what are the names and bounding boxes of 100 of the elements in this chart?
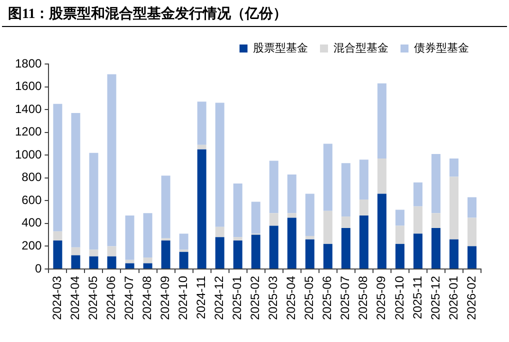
x-tick-label: 2024-03 — [50, 276, 64, 320]
x-tick-label: 2026-01 — [446, 276, 460, 320]
bar — [269, 160, 278, 214]
bar — [287, 213, 296, 218]
bar — [53, 240, 62, 268]
y-tick-label: 1400 — [14, 102, 42, 116]
y-tick-label: 600 — [22, 192, 42, 207]
bar — [197, 144, 206, 150]
bar — [107, 74, 116, 246]
x-tick-label: 2024-06 — [104, 276, 118, 320]
bar — [89, 250, 98, 256]
bar — [395, 210, 404, 226]
bar — [377, 194, 386, 268]
bar — [143, 263, 152, 268]
x-tick-label: 2025-12 — [428, 276, 442, 320]
x-tick-label: 2025-08 — [356, 276, 370, 320]
bar — [287, 174, 296, 214]
bar — [251, 234, 260, 268]
bar — [431, 228, 440, 268]
legend-label: 债券型基金 — [414, 41, 469, 54]
bar — [377, 158, 386, 194]
bar — [179, 234, 188, 250]
bar — [269, 226, 278, 268]
bar — [71, 112, 80, 248]
bar — [89, 152, 98, 250]
bar — [269, 213, 278, 226]
bar — [53, 231, 62, 240]
y-tick-label: 1600 — [14, 79, 42, 94]
bar — [53, 104, 62, 232]
bar — [215, 102, 224, 227]
bar — [359, 215, 368, 268]
bar — [287, 218, 296, 268]
y-tick-label: 200 — [22, 238, 42, 252]
x-tick-label: 2024-07 — [122, 276, 136, 320]
bar — [413, 182, 422, 206]
x-tick-label: 2025-05 — [302, 276, 316, 320]
bar — [341, 216, 350, 228]
chart-title: 图11：股票型和混合型基金发行情况（亿份） — [2, 0, 507, 27]
bar — [359, 200, 368, 216]
legend-label: 混合型基金 — [334, 41, 388, 54]
y-tick-label: 800 — [22, 170, 42, 184]
y-tick-label: 400 — [22, 216, 42, 230]
bar — [467, 246, 476, 268]
bar — [305, 236, 314, 240]
bar — [143, 258, 152, 264]
legend-label: 股票型基金 — [253, 41, 308, 54]
bar — [359, 160, 368, 200]
y-tick-label: 1200 — [14, 124, 42, 139]
bar — [305, 239, 314, 268]
x-tick-label: 2025-01 — [230, 276, 244, 320]
bar — [341, 163, 350, 217]
y-tick-label: 1000 — [14, 147, 42, 162]
bar — [431, 213, 440, 228]
bar — [125, 215, 134, 260]
x-tick-label: 2025-04 — [284, 276, 298, 320]
bar — [449, 239, 458, 268]
bar — [143, 213, 152, 258]
x-tick-label: 2025-03 — [266, 276, 280, 320]
bar — [125, 260, 134, 264]
x-tick-label: 2025-06 — [320, 276, 334, 320]
bar — [71, 247, 80, 256]
bar — [89, 256, 98, 268]
bar — [233, 237, 242, 240]
x-tick-label: 2024-04 — [68, 276, 82, 320]
x-tick-label: 2024-10 — [176, 276, 190, 320]
y-tick-label: 0 — [35, 261, 42, 276]
bar — [467, 218, 476, 246]
x-tick-label: 2024-12 — [212, 276, 226, 320]
x-tick-label: 2024-08 — [140, 276, 154, 320]
bar — [125, 263, 134, 268]
x-tick-label: 2026-02 — [464, 276, 478, 320]
x-tick-label: 2025-09 — [374, 276, 388, 320]
bar — [413, 206, 422, 234]
x-tick-label: 2025-02 — [248, 276, 262, 320]
x-tick-label: 2025-11 — [410, 276, 424, 320]
bar — [251, 202, 260, 234]
bar — [341, 228, 350, 268]
bar — [215, 226, 224, 238]
bar — [431, 154, 440, 214]
x-tick-label: 2024-09 — [158, 276, 172, 320]
bar — [449, 158, 458, 177]
bar — [323, 244, 332, 268]
x-tick-label: 2025-10 — [392, 276, 406, 320]
bar — [449, 176, 458, 240]
bar — [233, 184, 242, 238]
x-tick-label: 2025-07 — [338, 276, 352, 320]
bar — [413, 234, 422, 268]
bar — [179, 252, 188, 268]
bar — [305, 194, 314, 236]
bar — [161, 176, 170, 238]
bar — [467, 197, 476, 218]
bar — [377, 83, 386, 159]
bar — [107, 256, 116, 268]
bar — [395, 244, 404, 268]
bar — [161, 240, 170, 268]
bar — [395, 226, 404, 244]
bar — [323, 144, 332, 211]
bar — [323, 210, 332, 244]
x-tick-label: 2024-05 — [86, 276, 100, 320]
x-tick-label: 2024-11 — [194, 276, 208, 320]
